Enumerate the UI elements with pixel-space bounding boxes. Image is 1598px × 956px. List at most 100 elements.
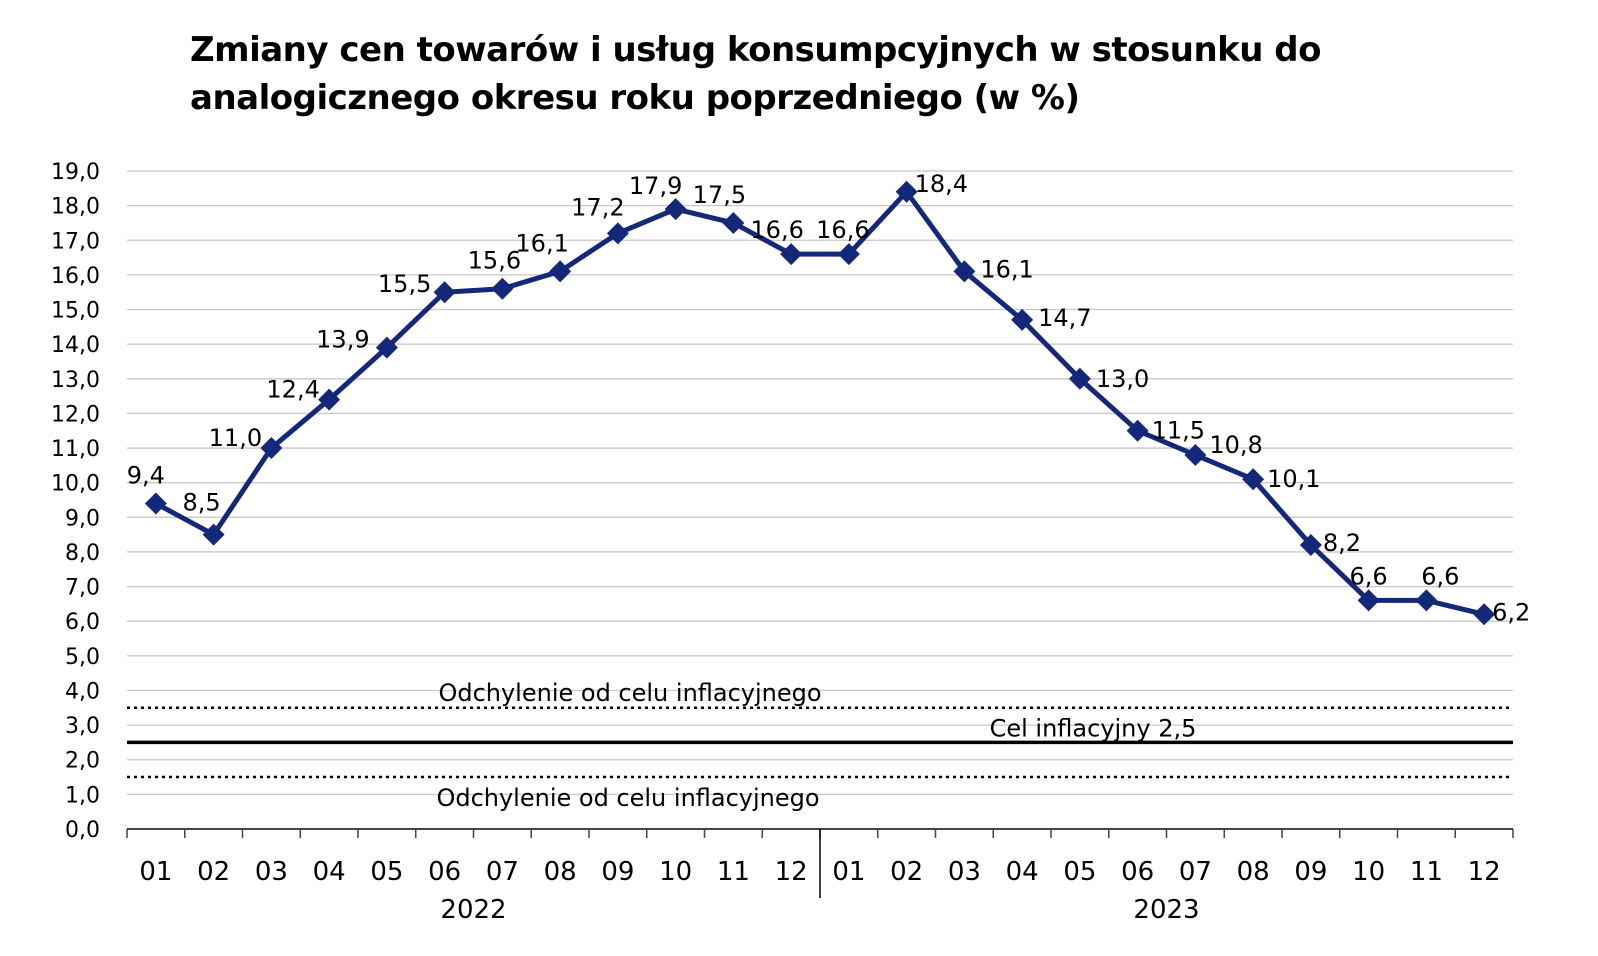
data-point-marker xyxy=(1473,603,1496,626)
data-label: 15,6 xyxy=(468,247,521,275)
x-tick-label: 10 xyxy=(659,857,692,887)
x-tick-label: 05 xyxy=(370,857,403,887)
data-point-marker xyxy=(318,388,341,411)
y-tick-label: 19,0 xyxy=(51,160,100,185)
data-point-marker xyxy=(202,523,225,546)
data-label: 6,2 xyxy=(1492,598,1530,626)
x-tick-label: 10 xyxy=(1352,857,1385,887)
x-tick-label: 02 xyxy=(197,857,230,887)
y-tick-label: 4,0 xyxy=(65,679,100,704)
y-tick-label: 7,0 xyxy=(65,576,100,601)
data-point-marker xyxy=(1068,367,1091,390)
data-label: 11,5 xyxy=(1152,417,1205,445)
data-label: 17,9 xyxy=(629,172,682,200)
x-tick-label: 06 xyxy=(428,857,461,887)
tolerance-label: Odchylenie od celu inflacyjnego xyxy=(438,679,821,707)
data-point-marker xyxy=(433,281,456,304)
data-label: 14,7 xyxy=(1038,304,1091,332)
y-tick-label: 5,0 xyxy=(65,645,100,670)
y-tick-label: 2,0 xyxy=(65,749,100,774)
y-tick-label: 15,0 xyxy=(51,299,100,324)
data-point-marker xyxy=(664,198,687,221)
x-tick-label: 02 xyxy=(890,857,923,887)
data-label: 16,1 xyxy=(515,229,568,257)
x-tick-label: 06 xyxy=(1121,857,1154,887)
data-label: 13,9 xyxy=(316,326,369,354)
y-tick-label: 12,0 xyxy=(51,402,100,427)
data-point-marker xyxy=(491,277,514,300)
y-tick-label: 13,0 xyxy=(51,368,100,393)
x-tick-label: 04 xyxy=(313,857,346,887)
data-label: 6,6 xyxy=(1421,562,1459,590)
data-point-marker xyxy=(1242,468,1265,491)
data-label: 16,6 xyxy=(816,216,869,244)
data-label: 18,4 xyxy=(915,170,968,198)
y-tick-label: 14,0 xyxy=(51,333,100,358)
data-label: 16,1 xyxy=(980,255,1033,283)
data-point-marker xyxy=(375,336,398,359)
x-tick-label: 08 xyxy=(544,857,577,887)
data-label: 17,2 xyxy=(571,193,624,221)
x-tick-label: 12 xyxy=(1468,857,1501,887)
gridlines xyxy=(127,170,1513,796)
data-label: 8,5 xyxy=(183,489,221,517)
target-label: Cel inflacyjny 2,5 xyxy=(990,714,1197,742)
y-tick-label: 17,0 xyxy=(51,229,100,254)
x-tick-label: 01 xyxy=(139,857,172,887)
data-label: 13,0 xyxy=(1096,365,1149,393)
data-label: 8,2 xyxy=(1323,529,1361,557)
x-tick-label: 04 xyxy=(1006,857,1039,887)
series xyxy=(144,180,1496,626)
data-point-marker xyxy=(1126,419,1149,442)
data-point-marker xyxy=(953,260,976,283)
data-label: 17,5 xyxy=(693,181,746,209)
x-tick-label: 03 xyxy=(948,857,981,887)
chart-title: Zmiany cen towarów i usług konsumpcyjnyc… xyxy=(190,30,1322,118)
x-tick-label: 12 xyxy=(775,857,808,887)
x-tick-label: 08 xyxy=(1237,857,1270,887)
y-tick-label: 3,0 xyxy=(65,714,100,739)
data-point-marker xyxy=(722,211,745,234)
x-tick-label: 03 xyxy=(255,857,288,887)
reference-lines: Odchylenie od celu inflacyjnego Cel infla… xyxy=(127,679,1513,812)
x-tick-label: 07 xyxy=(1179,857,1212,887)
x-tick-label: 07 xyxy=(486,857,519,887)
axes: 0,01,02,03,04,05,06,07,08,09,010,011,012… xyxy=(51,160,1514,925)
data-point-marker xyxy=(260,437,283,460)
y-tick-label: 9,0 xyxy=(65,506,100,531)
x-tick-label: 11 xyxy=(717,857,750,887)
series-line xyxy=(154,189,1485,617)
y-tick-label: 1,0 xyxy=(65,783,100,808)
data-labels: 9,48,511,012,413,915,515,616,117,217,9 17… xyxy=(127,170,1531,627)
year-label: 2023 xyxy=(1133,895,1199,925)
data-point-marker xyxy=(1415,589,1438,612)
chart-title-wrap: Zmiany cen towarów i usług konsumpcyjnyc… xyxy=(190,26,1580,122)
data-point-marker xyxy=(895,180,918,203)
data-point-marker xyxy=(1184,443,1207,466)
tolerance-label: Odchylenie od celu inflacyjnego xyxy=(436,784,819,812)
x-tick-label: 05 xyxy=(1063,857,1096,887)
x-tick-label: 11 xyxy=(1410,857,1443,887)
y-tick-label: 10,0 xyxy=(51,472,100,497)
y-tick-label: 11,0 xyxy=(51,437,100,462)
data-point-marker xyxy=(780,243,803,266)
data-point-marker xyxy=(837,243,860,266)
data-point-marker xyxy=(1011,308,1034,331)
x-tick-label: 09 xyxy=(1294,857,1327,887)
year-label: 2022 xyxy=(440,895,506,925)
data-point-marker xyxy=(144,492,167,515)
data-point-marker xyxy=(1357,589,1380,612)
data-label: 10,1 xyxy=(1267,465,1320,493)
data-label: 9,4 xyxy=(127,461,165,489)
y-tick-label: 18,0 xyxy=(51,195,100,220)
x-tick-label: 09 xyxy=(601,857,634,887)
data-point-marker xyxy=(1299,534,1322,557)
data-label: 11,0 xyxy=(209,424,262,452)
data-label: 10,8 xyxy=(1209,431,1262,459)
data-label: 6,6 xyxy=(1350,562,1388,590)
y-tick-label: 16,0 xyxy=(51,264,100,289)
x-tick-label: 01 xyxy=(832,857,865,887)
data-label: 16,6 xyxy=(750,216,803,244)
data-point-marker xyxy=(549,260,572,283)
y-tick-label: 6,0 xyxy=(65,610,100,635)
